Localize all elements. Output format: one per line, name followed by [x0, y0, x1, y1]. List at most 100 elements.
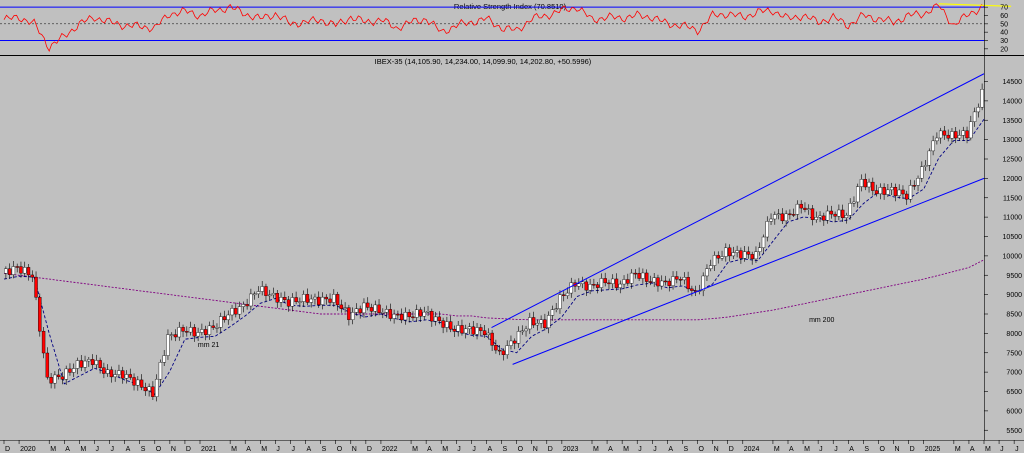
candle-up	[577, 283, 581, 287]
candle-up	[837, 209, 841, 217]
time-tick-label: M	[50, 446, 56, 453]
price-tick-label: 11500	[1003, 195, 1022, 202]
candle-up	[980, 89, 984, 108]
candle-up	[558, 294, 562, 309]
candle-up	[641, 272, 645, 279]
candle-down	[286, 299, 291, 307]
candle-down	[543, 319, 547, 329]
candle-down	[912, 185, 916, 187]
candle-up	[268, 294, 272, 297]
candle-down	[675, 276, 679, 280]
candle-down	[245, 304, 249, 307]
candle-down	[38, 297, 42, 332]
candle-up	[154, 378, 159, 397]
time-tick-label: A	[849, 446, 854, 453]
candle-up	[475, 327, 479, 335]
candle-down	[750, 254, 754, 260]
candle-up	[381, 312, 385, 314]
candle-down	[222, 316, 227, 321]
time-tick-label: 2020	[20, 446, 36, 453]
candle-up	[207, 325, 212, 335]
candle-down	[822, 215, 826, 221]
time-tick-label: M	[774, 446, 780, 453]
candle-down	[633, 272, 638, 275]
time-tick-label: O	[337, 446, 343, 453]
candle-down	[656, 277, 660, 287]
candle-up	[72, 368, 76, 373]
ma200-line	[3, 259, 985, 321]
time-tick-label: M	[593, 446, 599, 453]
time-tick-label: M	[261, 446, 267, 453]
candle-up	[724, 247, 728, 257]
candle-up	[701, 275, 705, 291]
time-tick-label: M	[804, 446, 810, 453]
time-tick-label: N	[171, 446, 176, 453]
candle-down	[192, 327, 197, 337]
candle-down	[34, 276, 38, 298]
candle-down	[874, 190, 879, 195]
candle-down	[173, 334, 178, 338]
candle-up	[166, 334, 170, 356]
candle-down	[30, 274, 34, 278]
candle-down	[339, 304, 344, 309]
candle-up	[200, 329, 204, 333]
candle-down	[626, 279, 630, 284]
time-tick-label: J	[834, 446, 838, 453]
candle-up	[705, 268, 709, 277]
candle-up	[113, 374, 117, 378]
candle-up	[599, 278, 604, 288]
candle-up	[769, 218, 773, 222]
candle-up	[11, 266, 16, 275]
candle-down	[324, 296, 328, 300]
candle-down	[7, 268, 12, 275]
candle-down	[531, 317, 536, 326]
price-tick-label: 6000	[1006, 408, 1022, 415]
candle-down	[791, 214, 796, 216]
candle-up	[486, 332, 491, 336]
candle-up	[237, 306, 242, 315]
candle-up	[969, 121, 973, 139]
candle-down	[441, 320, 445, 328]
time-tick-label: S	[322, 446, 327, 453]
candle-down	[494, 345, 498, 351]
candle-down	[366, 302, 370, 308]
time-tick-label: O	[879, 446, 885, 453]
time-tick-label: D	[367, 446, 372, 453]
candle-down	[377, 304, 381, 313]
candle-down	[871, 181, 875, 191]
candle-up	[807, 208, 811, 210]
time-tick-label: 2024	[744, 446, 760, 453]
time-tick-label: J	[291, 446, 295, 453]
candle-down	[234, 308, 238, 315]
candle-up	[931, 140, 935, 152]
candle-down	[56, 374, 61, 377]
candle-up	[539, 319, 543, 324]
candle-down	[430, 311, 434, 322]
candle-down	[399, 314, 404, 321]
price-tick-label: 8000	[1006, 331, 1022, 338]
candle-up	[433, 316, 438, 322]
candle-down	[490, 332, 494, 346]
candle-down	[305, 294, 310, 303]
candle-up	[859, 179, 864, 187]
candle-up	[546, 315, 551, 329]
time-tick-label: N	[352, 446, 357, 453]
candle-up	[735, 250, 739, 253]
candle-up	[660, 280, 664, 287]
time-tick-label: D	[186, 446, 191, 453]
candle-down	[45, 352, 50, 378]
candle-down	[788, 213, 792, 216]
candle-up	[362, 302, 366, 314]
time-tick-label: M	[80, 446, 86, 453]
candle-down	[15, 266, 19, 268]
candle-up	[177, 327, 181, 338]
candle-up	[818, 215, 822, 218]
candle-down	[79, 360, 83, 368]
candle-down	[418, 309, 423, 317]
candle-down	[328, 298, 332, 303]
candle-down	[471, 326, 475, 335]
price-tick-label: 14000	[1003, 98, 1023, 105]
candle-up	[524, 328, 528, 332]
rsi-tick-label: 30	[1000, 38, 1008, 45]
candle-up	[403, 312, 408, 321]
